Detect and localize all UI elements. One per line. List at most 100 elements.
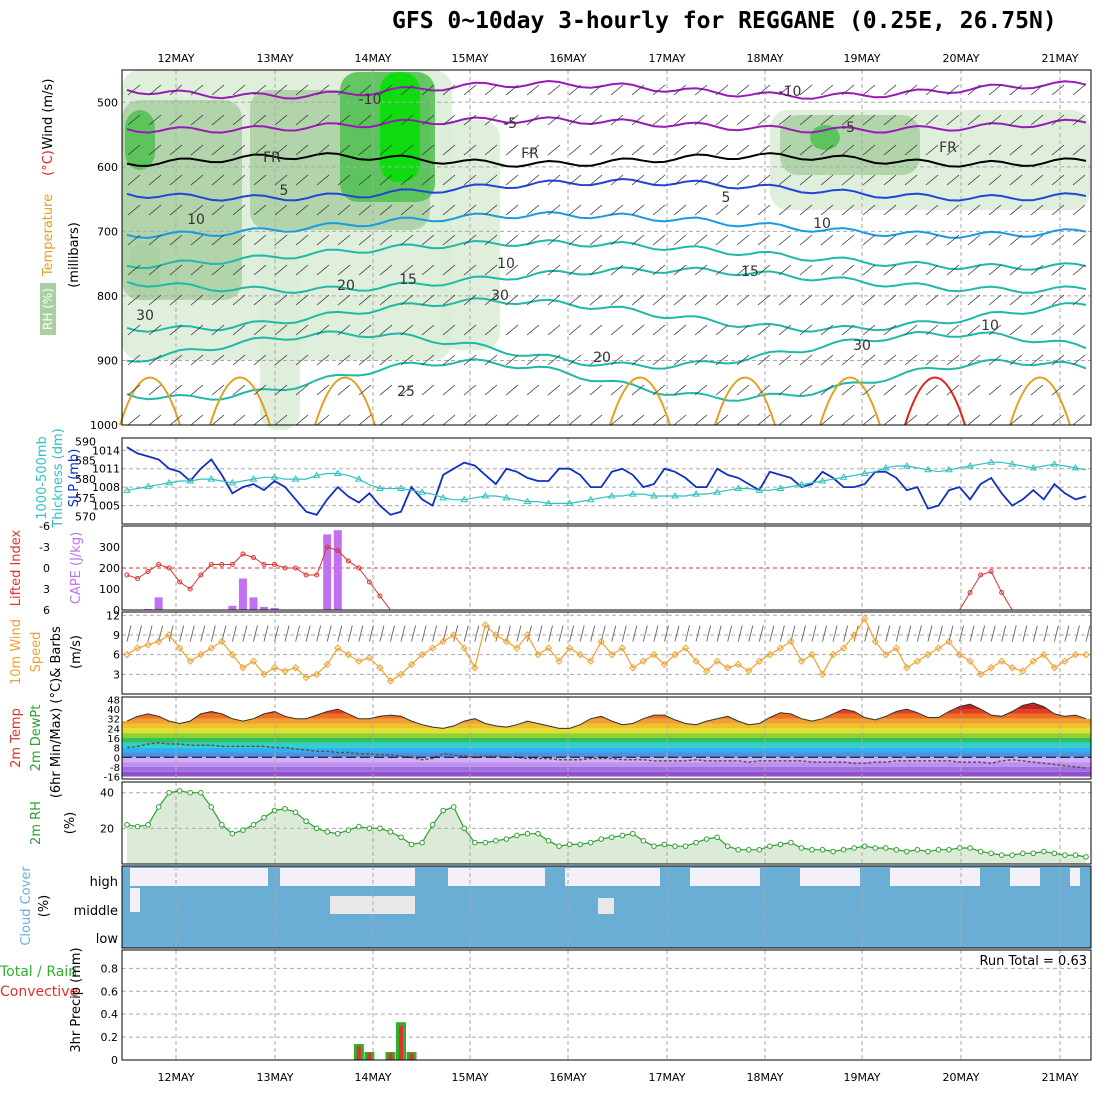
wind-barb [925, 144, 939, 156]
wind-speed-point [860, 614, 869, 623]
wind-barb-10m [906, 625, 912, 642]
wind-speed-point [418, 650, 426, 659]
wind-barb [904, 384, 918, 396]
wind-barb [610, 324, 624, 336]
wind-speed-point [1082, 650, 1090, 659]
wind-barb [946, 264, 960, 276]
xaxis-tick-label-bottom: 20MAY [943, 1071, 980, 1084]
yaxis-tick-label-right: 1008 [92, 481, 120, 494]
wind-barb [316, 234, 330, 246]
rh2m-point [587, 839, 594, 846]
wind-barb [211, 174, 225, 186]
wind-barb [295, 84, 309, 96]
wind-barb [610, 144, 624, 156]
wind-speed-point [766, 650, 774, 659]
lifted-index-point [187, 586, 193, 592]
xaxis-tick-label-top: 19MAY [844, 52, 881, 65]
wind-barb [526, 174, 540, 186]
wind-barb [421, 294, 435, 306]
wind-speed-point [386, 677, 395, 685]
wind-barb-10m [758, 625, 764, 642]
wind-barb [169, 204, 183, 216]
wind-barb [421, 354, 435, 366]
wind-barb [148, 354, 162, 366]
wind-barb-10m [242, 625, 248, 642]
wind-barb [358, 234, 372, 246]
thickness-point [186, 477, 195, 484]
wind-barb [715, 84, 729, 96]
rh2m-point [598, 836, 605, 842]
wind-barb [862, 174, 876, 186]
yaxis-tick-label-left: 590 [75, 436, 96, 449]
wind-barb [736, 144, 750, 156]
wind-barb [127, 174, 141, 186]
wind-barb [274, 234, 288, 246]
wind-barb [715, 264, 729, 276]
upper-air-panel [121, 69, 1092, 426]
wind-barb-10m [895, 625, 901, 642]
wind-barb [526, 204, 540, 216]
wind-barb [904, 84, 918, 96]
wind-barb [568, 294, 582, 306]
wind-barb [988, 414, 1002, 426]
rh2m-point [271, 807, 278, 814]
slp-series-line [126, 446, 1087, 516]
wind-speed-point [945, 637, 953, 646]
wind-barb [379, 174, 393, 186]
wind-barb [1030, 264, 1044, 276]
wind-barb [148, 324, 162, 336]
wind-barb [337, 204, 351, 216]
rh-shade [260, 230, 300, 430]
wind-barb [484, 264, 498, 276]
wind-barb [946, 324, 960, 336]
wind-barb [652, 324, 666, 336]
wind-barb [673, 174, 687, 186]
xaxis-tick-label-top: 18MAY [747, 52, 784, 65]
xaxis-tick-label-bottom: 18MAY [747, 1071, 784, 1084]
wind-barb [463, 414, 477, 426]
wind-barb [1051, 144, 1065, 156]
wind-speed-point [207, 644, 216, 652]
wind-barb [379, 114, 393, 126]
wind-barb [358, 354, 372, 366]
wind-speed-point [281, 667, 289, 675]
wind-barb [442, 144, 456, 156]
wind-barb [841, 204, 855, 216]
wind-barb [925, 174, 939, 186]
wind-speed-point [903, 664, 911, 672]
wind-barb [169, 144, 183, 156]
wind-barb [379, 324, 393, 336]
temperature-line [126, 702, 1087, 729]
wind-barb-10m [748, 625, 754, 642]
wind-barb [652, 414, 666, 426]
wind-barb [484, 84, 498, 96]
rh2m-point [176, 788, 183, 794]
wind-barb-10m [368, 625, 374, 642]
wind-barb [820, 384, 834, 396]
rh2m-point [1041, 848, 1047, 855]
wind-barb [778, 264, 792, 276]
wind-barb [526, 144, 540, 156]
thickness-point [1029, 463, 1038, 471]
wind-barb [568, 354, 582, 366]
wind-barb [946, 354, 960, 366]
temperature-band [122, 752, 1091, 758]
wind-speed-point [1008, 664, 1016, 672]
wind-barb [358, 264, 372, 276]
wind-barb [904, 144, 918, 156]
wind-barb [904, 294, 918, 306]
temperature-contour [209, 376, 271, 426]
temperature-band [122, 762, 1091, 767]
wind-barb [379, 144, 393, 156]
thickness-point [565, 499, 574, 506]
wind-barb-10m [295, 625, 301, 642]
wind-barb [253, 414, 267, 426]
wind-barb [484, 354, 498, 366]
wind-barb [274, 294, 288, 306]
wind-barb [442, 204, 456, 216]
wind-barb [400, 114, 414, 126]
wind-barb [988, 204, 1002, 216]
rh2m-point [608, 834, 615, 841]
wind-barb [694, 414, 708, 426]
wind-barb [127, 204, 141, 216]
